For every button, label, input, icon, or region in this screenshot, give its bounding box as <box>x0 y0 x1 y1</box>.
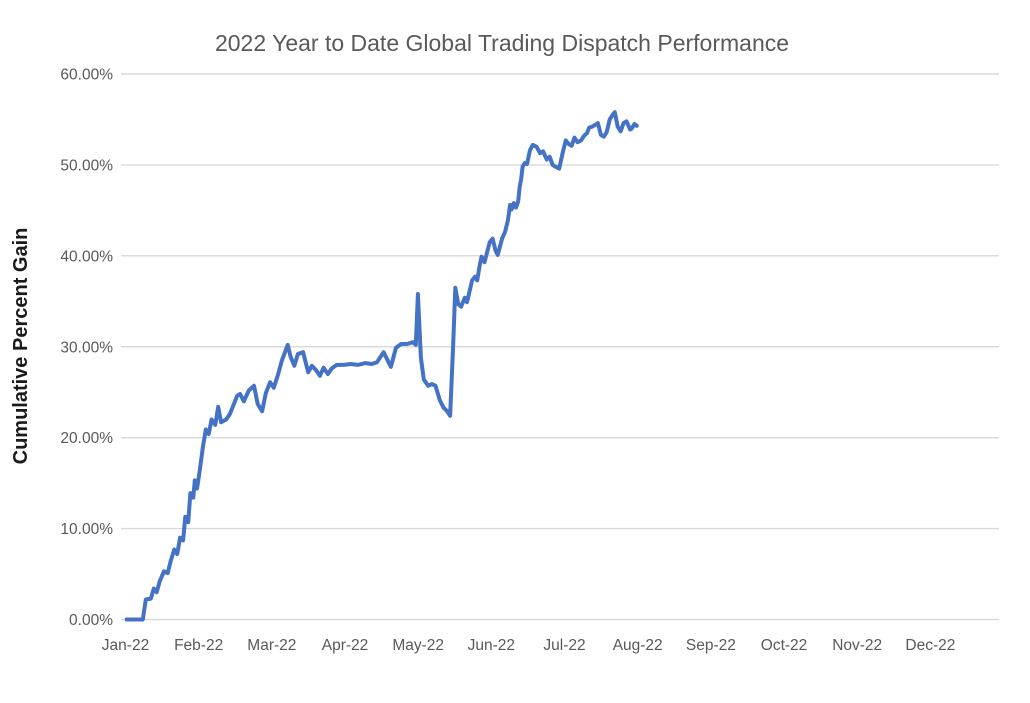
y-tick-label: 40.00% <box>60 248 113 265</box>
y-axis-title: Cumulative Percent Gain <box>10 227 32 465</box>
x-tick-label: Sep-22 <box>686 637 736 654</box>
x-tick-label: Oct-22 <box>761 637 808 654</box>
y-tick-label: 60.00% <box>60 67 113 84</box>
x-tick-label: May-22 <box>392 637 444 654</box>
x-tick-label: Jan-22 <box>102 637 149 654</box>
x-tick-label: Nov-22 <box>832 637 882 654</box>
x-tick-label: Jun-22 <box>468 637 515 654</box>
chart-title: 2022 Year to Date Global Trading Dispatc… <box>214 30 790 56</box>
x-tick-label: Jul-22 <box>543 637 585 654</box>
y-tick-label: 50.00% <box>60 157 113 174</box>
x-tick-label: Mar-22 <box>247 637 296 654</box>
y-tick-label: 20.00% <box>60 430 113 447</box>
y-tick-label: 10.00% <box>60 521 113 538</box>
x-tick-label: Feb-22 <box>174 637 223 654</box>
y-tick-label: 30.00% <box>60 339 113 356</box>
performance-line <box>124 110 639 622</box>
x-tick-label: Aug-22 <box>613 637 663 654</box>
x-tick-label: Dec-22 <box>905 637 955 654</box>
x-tick-label: Apr-22 <box>322 637 369 654</box>
y-tick-label: 0.00% <box>69 612 113 629</box>
